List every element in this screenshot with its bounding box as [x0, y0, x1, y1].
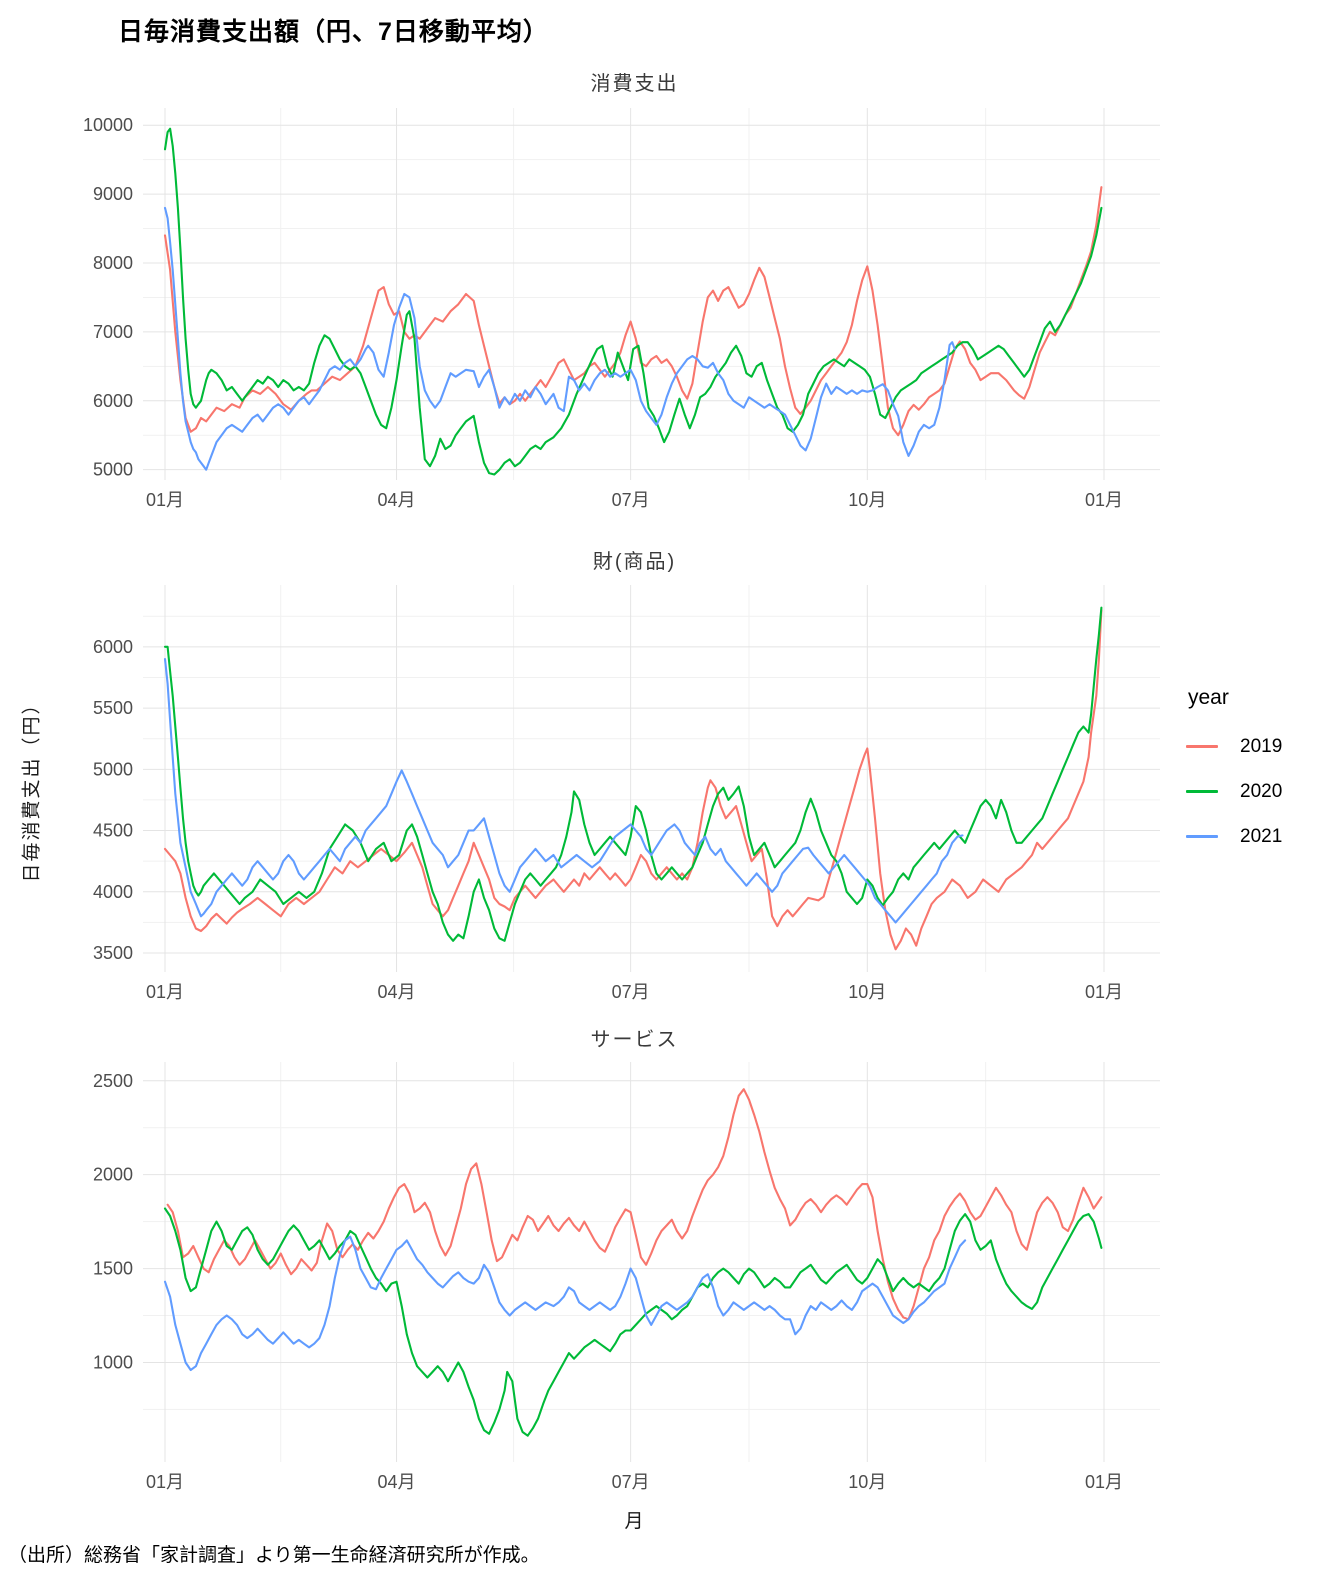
gridlines-major: [143, 585, 1160, 972]
legend-entry-2020: 2020: [1186, 769, 1282, 814]
y-tick-label: 9000: [93, 184, 133, 204]
x-tick-label: 04月: [378, 1472, 416, 1492]
y-tick-label: 1500: [93, 1259, 133, 1279]
x-axis-title: 月: [624, 1511, 644, 1532]
x-tick-label: 10月: [848, 982, 886, 1002]
panel-goods: 3500 4000 4500 5000 5500 6000 01月 04月 07月 10月 01月 財…: [93, 550, 1160, 1002]
y-tick-label: 3500: [93, 943, 133, 963]
x-tick-label: 01月: [146, 982, 184, 1002]
x-tick-label: 07月: [612, 982, 650, 1002]
series-lines: [163, 127, 1103, 476]
y-tick-label: 10000: [83, 115, 133, 135]
x-tick-label: 01月: [1085, 490, 1123, 510]
legend-key-line: [1186, 835, 1218, 838]
figure-title: 日毎消費支出額（円、7日移動平均）: [118, 18, 549, 46]
gridlines-minor: [143, 108, 1160, 480]
x-tick-label: 01月: [146, 490, 184, 510]
gridlines-major: [143, 1062, 1160, 1462]
y-tick-label: 2500: [93, 1071, 133, 1091]
x-tick-label: 10月: [848, 490, 886, 510]
line-total-2021: [163, 206, 956, 471]
x-tick-labels: 01月 04月 07月 10月 01月: [146, 1472, 1123, 1492]
legend-key-line: [1186, 745, 1218, 748]
panel-title-services: サービス: [591, 1028, 679, 1051]
y-tick-labels: 1000 1500 2000 2500: [93, 1071, 133, 1373]
legend: year 2019 2020 2021: [1186, 686, 1282, 859]
panel-services: 1000 1500 2000 2500 01月 04月 07月 10月 01月 サービス: [93, 1028, 1160, 1492]
x-tick-label: 01月: [146, 1472, 184, 1492]
x-tick-label: 01月: [1085, 982, 1123, 1002]
line-total-2019: [163, 186, 1103, 437]
y-tick-label: 1000: [93, 1352, 133, 1372]
y-tick-labels: 3500 4000 4500 5000 5500 6000: [93, 637, 133, 963]
line-services-2019: [166, 1088, 1103, 1321]
y-tick-label: 5500: [93, 698, 133, 718]
y-tick-label: 5000: [93, 460, 133, 480]
legend-items: 2019 2020 2021: [1186, 724, 1282, 859]
panel-title-total: 消費支出: [591, 72, 679, 95]
source-note: （出所）総務省「家計調査」より第一生命経済研究所が作成。: [8, 1545, 540, 1566]
y-tick-label: 4500: [93, 821, 133, 841]
y-tick-label: 6000: [93, 391, 133, 411]
series-lines: [163, 1088, 1103, 1437]
y-tick-label: 6000: [93, 637, 133, 657]
line-total-2020: [163, 127, 1103, 476]
line-goods-2021: [163, 658, 964, 924]
legend-key-line: [1186, 790, 1218, 793]
line-services-2021: [163, 1235, 967, 1372]
x-tick-labels: 01月 04月 07月 10月 01月: [146, 982, 1123, 1002]
y-tick-label: 7000: [93, 322, 133, 342]
gridlines-minor: [143, 1062, 1160, 1462]
x-tick-label: 01月: [1085, 1472, 1123, 1492]
legend-title: year: [1188, 686, 1229, 709]
line-goods-2020: [163, 606, 1103, 942]
x-tick-label: 10月: [848, 1472, 886, 1492]
line-goods-2019: [163, 609, 1103, 951]
x-tick-labels: 01月 04月 07月 10月 01月: [146, 490, 1123, 510]
legend-label: 2019: [1240, 735, 1283, 757]
series-lines: [163, 606, 1103, 951]
legend-entry-2021: 2021: [1186, 814, 1282, 859]
line-services-2020: [163, 1207, 1103, 1437]
y-tick-label: 2000: [93, 1165, 133, 1185]
y-tick-labels: 5000 6000 7000 8000 9000 10000: [83, 115, 133, 479]
x-tick-label: 07月: [612, 1472, 650, 1492]
x-tick-label: 07月: [612, 490, 650, 510]
gridlines-major: [143, 108, 1160, 480]
y-tick-label: 4000: [93, 882, 133, 902]
x-tick-label: 04月: [378, 982, 416, 1002]
panel-title-goods: 財(商品): [593, 550, 676, 573]
gridlines-minor: [143, 585, 1160, 972]
y-tick-label: 5000: [93, 759, 133, 779]
x-tick-label: 04月: [378, 490, 416, 510]
legend-entry-2019: 2019: [1186, 724, 1282, 769]
y-tick-label: 8000: [93, 253, 133, 273]
legend-label: 2021: [1240, 825, 1283, 847]
legend-label: 2020: [1240, 780, 1283, 802]
